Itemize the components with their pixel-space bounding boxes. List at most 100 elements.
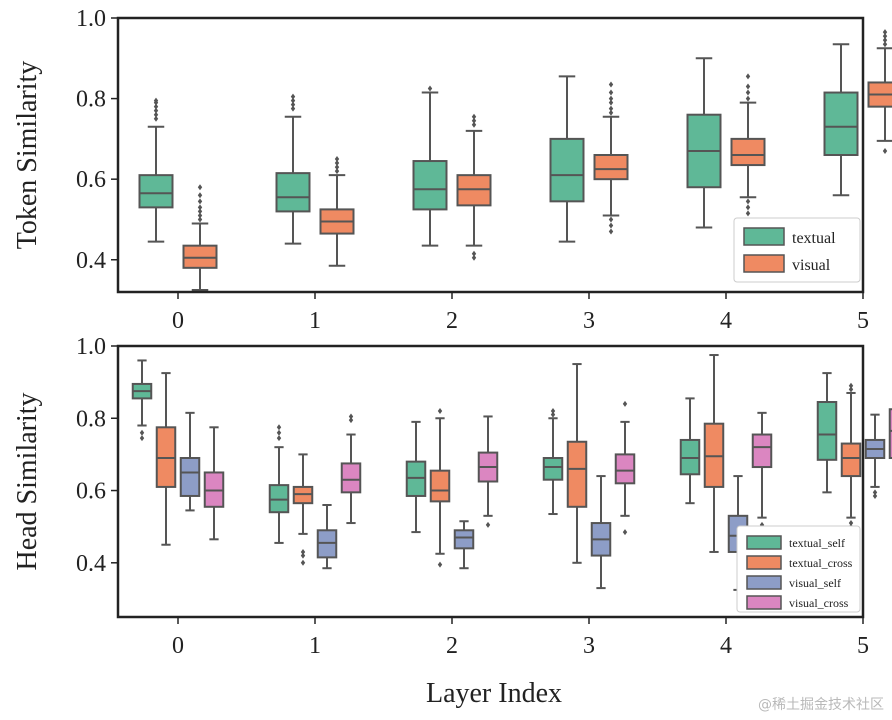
outlier-point — [882, 33, 888, 40]
x-tick-label: 3 — [583, 308, 595, 334]
box-textual — [686, 57, 722, 229]
y-tick-label: 1.0 — [76, 6, 106, 32]
y-tick-label: 0.8 — [76, 406, 106, 432]
outlier-point — [290, 101, 296, 108]
box-body — [730, 137, 766, 167]
outlier-point — [300, 548, 306, 555]
box-visual_self — [453, 520, 475, 570]
legend: textual visual — [733, 217, 861, 283]
box-textual_cross — [155, 372, 177, 546]
outlier-point — [437, 561, 443, 568]
legend-label-visual: visual — [792, 257, 831, 274]
x-tick-label: 0 — [172, 308, 184, 334]
box-body — [823, 91, 859, 157]
y-tick-label: 0.4 — [76, 551, 106, 577]
outlier-point — [550, 408, 556, 415]
box-textual_cross — [566, 363, 588, 564]
x-tick-label: 5 — [857, 633, 869, 659]
box-body — [429, 469, 451, 503]
outlier-point — [153, 107, 159, 114]
box-visual_cross — [477, 415, 499, 528]
outlier-point — [745, 89, 751, 96]
box-textual_cross — [429, 408, 451, 568]
outlier-point — [485, 521, 491, 528]
box-body — [453, 529, 475, 550]
outlier-point — [745, 210, 751, 217]
outlier-point — [608, 99, 614, 106]
box-visual — [867, 29, 892, 154]
outlier-point — [334, 160, 340, 167]
y-tick-label: 0.8 — [76, 87, 106, 113]
box-visual — [593, 81, 629, 235]
watermark: @稀土掘金技术社区 — [758, 697, 884, 713]
legend-label-visual_self: visual_self — [789, 576, 841, 590]
box-textual_cross — [703, 354, 725, 553]
outlier-point — [437, 408, 443, 415]
plot-frame — [116, 344, 865, 619]
legend-swatch-visual_self — [746, 575, 782, 590]
outlier-point — [197, 198, 203, 205]
box-visual — [182, 184, 218, 291]
outlier-point — [608, 89, 614, 96]
outlier-point — [197, 216, 203, 223]
outlier-point — [300, 552, 306, 559]
outlier-point — [471, 121, 477, 128]
legend-swatch-visual — [743, 254, 785, 273]
box-textual_cross — [840, 382, 862, 530]
outlier-point — [153, 97, 159, 104]
box-body — [179, 457, 201, 497]
x-tick-label: 2 — [446, 308, 458, 334]
box-body — [593, 154, 629, 181]
y-tick-label: 1.0 — [76, 334, 106, 360]
legend-swatch-textual_self — [746, 535, 782, 550]
box-visual — [456, 113, 492, 261]
box-visual_cross — [614, 400, 636, 536]
outlier-point — [153, 103, 159, 110]
outlier-point — [139, 429, 145, 436]
plot-frame — [116, 16, 865, 294]
outlier-point — [334, 168, 340, 175]
outlier-point — [197, 212, 203, 219]
outlier-point — [276, 435, 282, 442]
outlier-point — [290, 97, 296, 104]
outlier-point — [608, 105, 614, 112]
box-visual_self — [864, 413, 886, 499]
outlier-point — [848, 382, 854, 389]
box-body — [614, 453, 636, 485]
x-tick-label: 1 — [309, 308, 321, 334]
legend-label-visual_cross: visual_cross — [789, 596, 849, 610]
box-textual_self — [268, 424, 290, 544]
outlier-point — [153, 115, 159, 122]
box-body — [751, 433, 773, 469]
box-visual — [319, 156, 355, 267]
outlier-point — [300, 559, 306, 566]
box-body — [275, 172, 311, 213]
outlier-point — [608, 222, 614, 229]
outlier-point — [197, 208, 203, 215]
x-tick-label: 4 — [720, 633, 732, 659]
box-body — [840, 442, 862, 478]
box-visual_self — [590, 475, 612, 590]
outlier-point — [550, 411, 556, 418]
outlier-point — [334, 156, 340, 163]
box-visual — [730, 73, 766, 217]
outlier-point — [848, 520, 854, 527]
x-tick-label: 5 — [857, 308, 869, 334]
outlier-point — [608, 228, 614, 235]
box-textual_self — [405, 420, 427, 534]
outlier-point — [290, 93, 296, 100]
y-tick-label: 0.4 — [76, 248, 106, 274]
outlier-point — [745, 83, 751, 90]
box-textual — [823, 43, 859, 197]
box-body — [456, 174, 492, 207]
legend-label-textual_self: textual_self — [789, 536, 845, 550]
box-visual_cross — [203, 426, 225, 541]
x-tick-label: 3 — [583, 633, 595, 659]
outlier-point — [348, 417, 354, 424]
outlier-point — [608, 109, 614, 116]
outlier-point — [872, 489, 878, 496]
outlier-point — [608, 81, 614, 88]
legend-swatch-textual — [743, 227, 785, 246]
outlier-point — [197, 192, 203, 199]
